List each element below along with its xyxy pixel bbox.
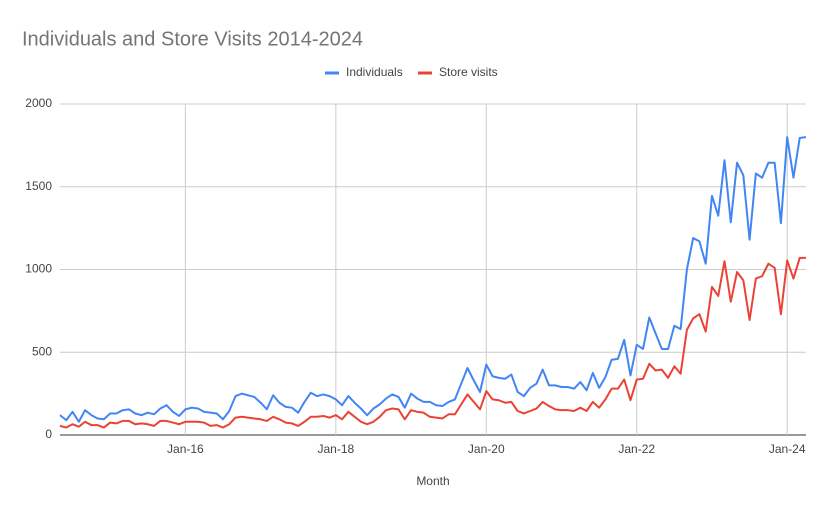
x-tick-label: Jan-22 (618, 442, 655, 456)
series-line (59, 136, 807, 423)
y-tick-label: 1500 (25, 179, 52, 193)
y-tick-label: 1000 (25, 262, 52, 276)
x-axis-label: Month (416, 474, 449, 488)
x-tick-label: Jan-18 (317, 442, 354, 456)
x-tick-label: Jan-16 (167, 442, 204, 456)
legend-label: Store visits (439, 65, 498, 79)
legend-label: Individuals (346, 65, 403, 79)
series-line (59, 256, 806, 429)
x-tick-label: Jan-20 (468, 442, 505, 456)
y-tick-label: 2000 (25, 96, 52, 110)
x-tick-label: Jan-24 (769, 442, 806, 456)
chart-title: Individuals and Store Visits 2014-2024 (22, 28, 363, 50)
y-tick-label: 500 (32, 344, 52, 358)
y-tick-label: 0 (45, 427, 52, 441)
